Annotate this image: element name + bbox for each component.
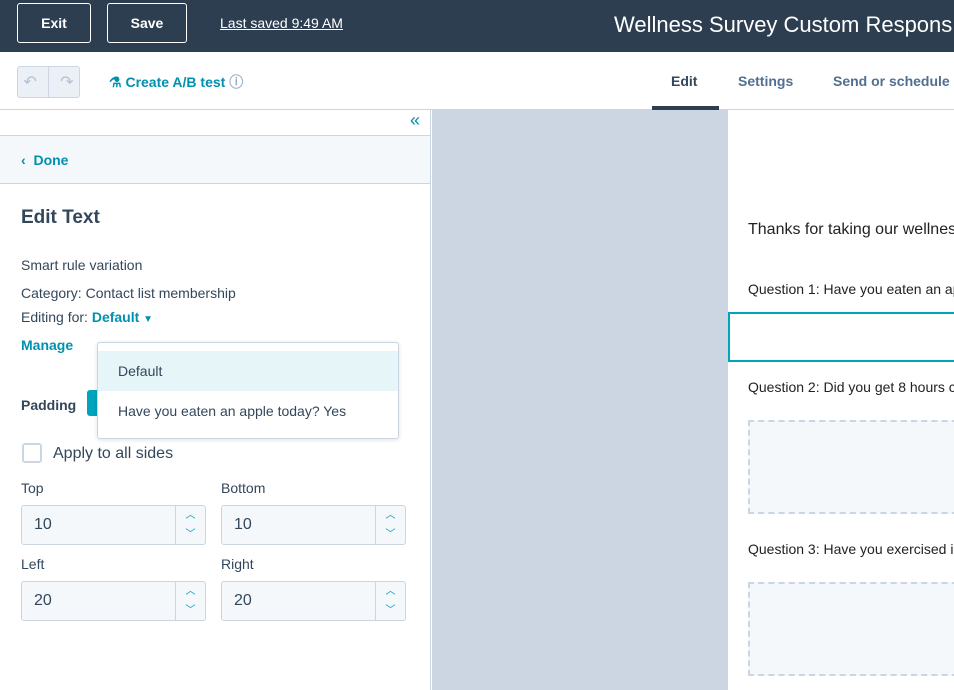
ab-test-text[interactable]: Create A/B test <box>125 74 226 90</box>
input-value[interactable]: 20 <box>234 592 252 609</box>
number-input[interactable]: 10 ︿ ﹀ <box>21 505 206 545</box>
canvas-bg <box>432 110 728 690</box>
heading: Edit Text <box>21 207 100 228</box>
collapse[interactable]: « <box>0 110 430 136</box>
stepper[interactable]: ︿ ﹀ <box>175 506 205 544</box>
editing-label: Editing for: <box>21 309 88 325</box>
stepper[interactable]: ︿ ﹀ <box>375 582 405 620</box>
exit-button[interactable]: Exit <box>17 3 91 43</box>
field-label: Right <box>221 556 254 572</box>
padding-label: Padding <box>21 397 77 413</box>
stepper[interactable]: ︿ ﹀ <box>175 582 205 620</box>
placeholder-box[interactable] <box>748 582 954 676</box>
done-link[interactable]: ‹ Done <box>21 152 69 168</box>
input-value[interactable]: 10 <box>34 516 52 533</box>
toolbar: ↶ ↷ ⚗ Create A/B test ⓘ Edit Settings Sen… <box>0 52 954 110</box>
category-label: Category: <box>21 285 82 301</box>
question: Question 1: Have you eaten an ap <box>748 281 954 297</box>
question: Question 2: Did you get 8 hours c <box>748 379 954 395</box>
info-icon: ⓘ <box>229 74 244 90</box>
input-value[interactable]: 20 <box>34 592 52 609</box>
save-button[interactable]: Save <box>107 3 187 43</box>
category: Category: Contact list membership <box>21 285 236 301</box>
question: Question 3: Have you exercised i <box>748 541 954 557</box>
field-label: Top <box>21 480 44 496</box>
stepper[interactable]: ︿ ﹀ <box>375 506 405 544</box>
intro: Thanks for taking our wellnes <box>748 221 954 238</box>
title: Wellness Survey Custom Respons <box>614 12 953 37</box>
dropdown-option[interactable]: Default <box>98 351 398 391</box>
input-value[interactable]: 10 <box>234 516 252 533</box>
smart-rule: Smart rule variation <box>21 257 143 273</box>
manage[interactable]: Manage <box>21 337 74 353</box>
dropdown-option[interactable]: Have you eaten an apple today? Yes <box>118 403 347 419</box>
preview: Thanks for taking our wellnes Question 1… <box>728 110 954 690</box>
tab-indicator <box>652 106 719 110</box>
done-row: ‹ Done <box>0 136 430 184</box>
field-label: Bottom <box>221 480 266 496</box>
tab[interactable]: Edit <box>671 73 698 89</box>
apply-all[interactable]: Apply to all sides <box>53 445 174 462</box>
dropdown: Default Have you eaten an apple today? Y… <box>97 342 399 439</box>
editing-for: Editing for: Default ▼ <box>21 309 153 325</box>
sidebar: « ‹ Done Edit Text Smart rule variation … <box>0 110 431 690</box>
last-saved[interactable]: Last saved 9:49 AM <box>220 15 343 31</box>
caret: ▼ <box>143 314 154 325</box>
ab-test-link[interactable]: ⚗ Create A/B test ⓘ <box>109 74 244 90</box>
tab[interactable]: Settings <box>738 73 794 89</box>
number-input[interactable]: 20 ︿ ﹀ <box>221 581 406 621</box>
undo-redo[interactable]: ↶ ↷ <box>17 66 80 98</box>
top-bar: Exit Save Last saved 9:49 AM Wellness Su… <box>0 0 954 52</box>
number-input[interactable]: 20 ︿ ﹀ <box>21 581 206 621</box>
selected-module[interactable] <box>728 312 954 362</box>
done-text[interactable]: Done <box>33 152 69 168</box>
editing-value[interactable]: Default <box>91 309 140 325</box>
category-value: Contact list membership <box>85 285 236 301</box>
checkbox[interactable] <box>22 443 42 463</box>
field-label: Left <box>21 556 45 572</box>
number-input[interactable]: 10 ︿ ﹀ <box>221 505 406 545</box>
placeholder-box[interactable] <box>748 420 954 514</box>
tab[interactable]: Send or schedule <box>833 73 950 89</box>
